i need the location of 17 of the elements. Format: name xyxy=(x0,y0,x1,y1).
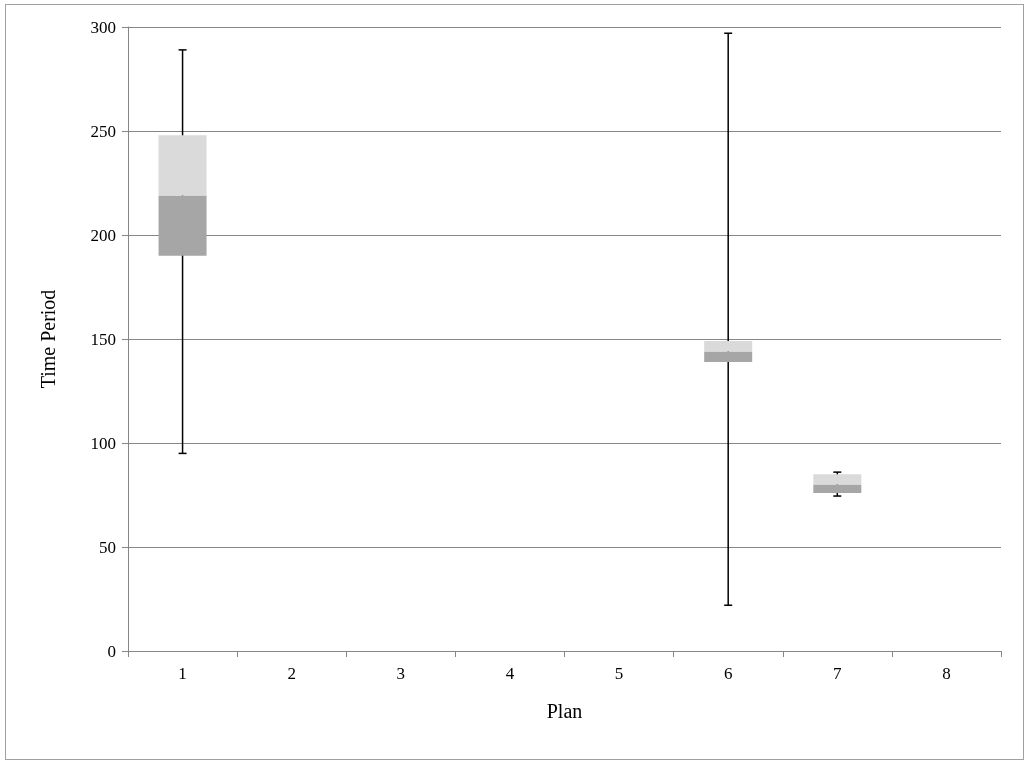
x-tick-label: 1 xyxy=(178,664,187,683)
y-tick-label: 50 xyxy=(99,537,116,557)
y-tick-label: 100 xyxy=(90,433,116,453)
y-axis-title: Time Period xyxy=(37,289,59,389)
x-tick-label: 7 xyxy=(833,664,843,683)
x-axis-title: Plan xyxy=(546,700,583,722)
y-tick-label: 200 xyxy=(90,225,116,245)
x-tick-label: 2 xyxy=(287,664,296,683)
y-tick-label: 0 xyxy=(107,641,116,661)
x-tick-label: 6 xyxy=(723,664,733,683)
x-tick-label: 8 xyxy=(942,664,951,683)
y-tick-label: 300 xyxy=(90,17,116,37)
x-tick-label: 3 xyxy=(396,664,406,683)
x-tick-label: 5 xyxy=(614,664,624,683)
y-tick-label: 150 xyxy=(90,329,116,349)
y-tick-label: 250 xyxy=(90,121,116,141)
x-tick-label: 4 xyxy=(505,664,515,683)
